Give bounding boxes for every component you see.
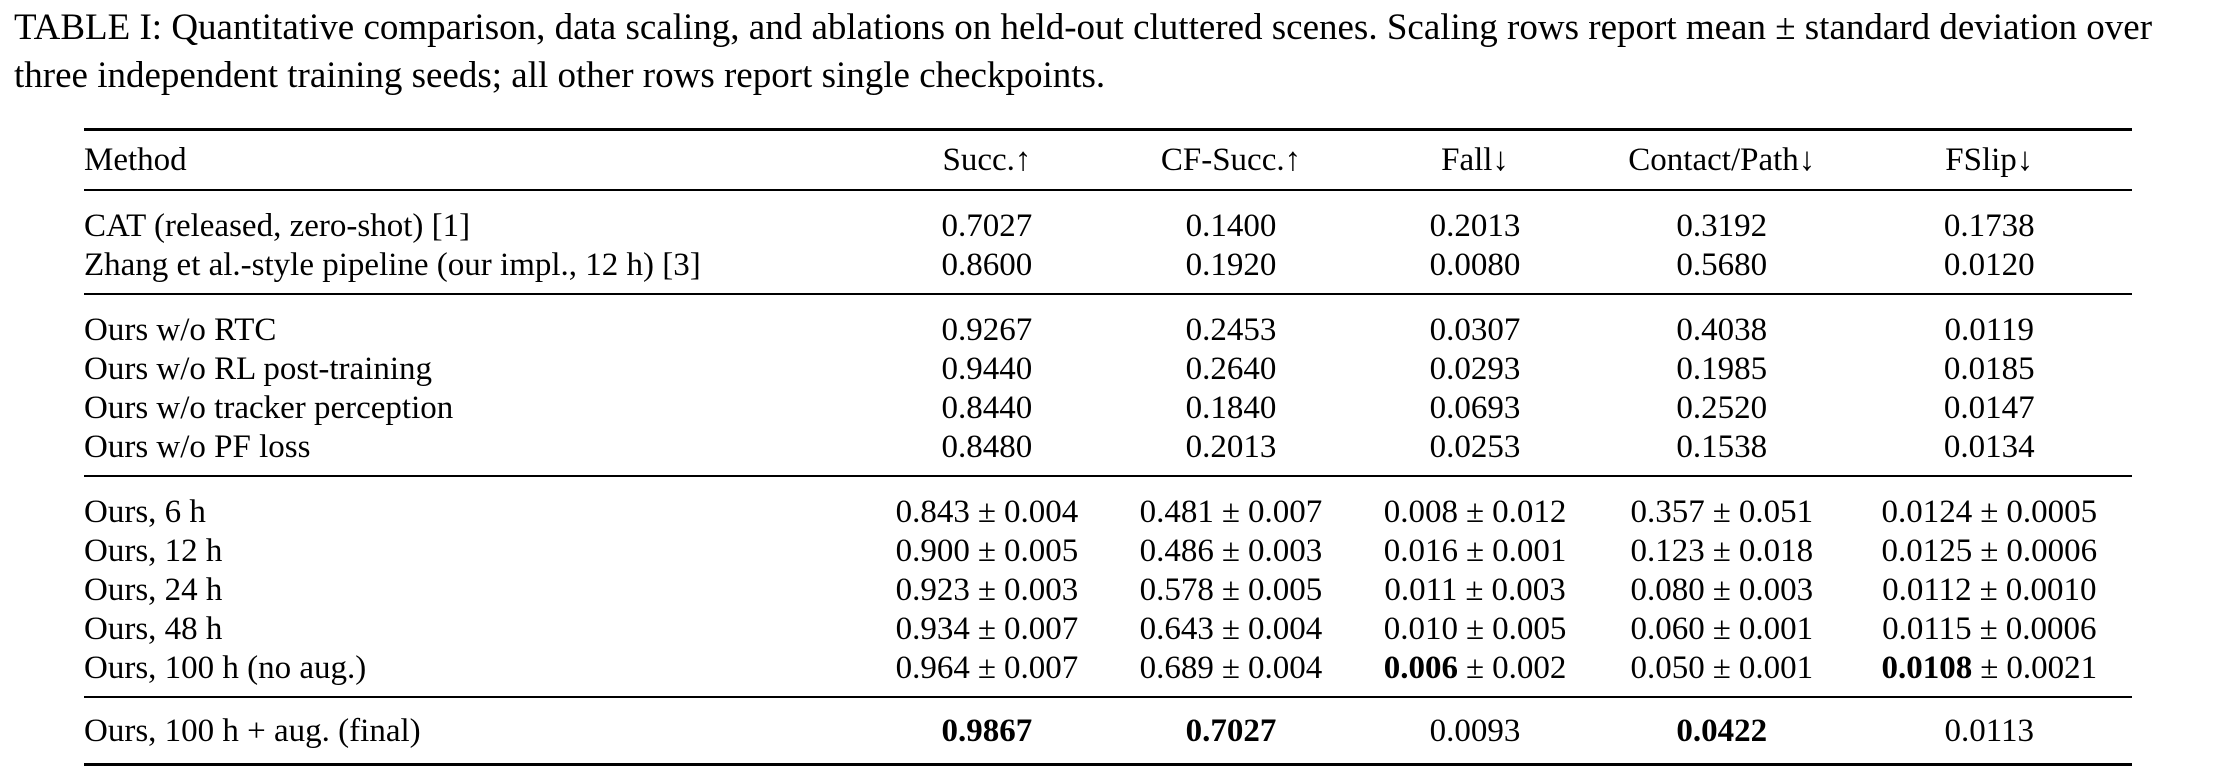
value-cell: 0.0120 — [1943, 247, 2035, 283]
value-cell: 0.900 ±0.005 — [895, 533, 1079, 569]
method-cell: Ours, 6 h — [84, 494, 206, 530]
method-cell: Ours w/o RTC — [84, 312, 277, 348]
value-cell: 0.0147 — [1943, 390, 2035, 426]
value-cell: 0.0693 — [1429, 390, 1521, 426]
table-row: Ours w/o RTC 0.9267 0.2453 0.0307 0.4038 0.01… — [84, 294, 2132, 350]
table-row: Ours w/o PF loss 0.8480 0.2013 0.0253 0.1538… — [84, 428, 2132, 476]
method-cell: Ours, 12 h — [84, 533, 223, 569]
column-header: Method — [84, 141, 187, 178]
value-cell: 0.2453 — [1185, 312, 1277, 348]
table-row: Ours, 12 h 0.900 ±0.005 0.486 ±0.003 0.016 ±0.… — [84, 532, 2132, 571]
value-cell: 0.0080 — [1429, 247, 1521, 283]
value-cell: 0.1538 — [1676, 429, 1768, 465]
value-cell: 0.050 ±0.001 — [1630, 650, 1814, 686]
table-row: Ours, 100 h + aug. (final) 0.9867 0.7027 0.… — [84, 697, 2132, 765]
value-cell: 0.0124 ±0.0005 — [1881, 494, 2098, 530]
value-cell: 0.9867 — [941, 713, 1033, 749]
value-cell: 0.578 ±0.005 — [1139, 572, 1323, 608]
column-header: Succ.↑ — [942, 141, 1032, 178]
value-cell: 0.0253 — [1429, 429, 1521, 465]
value-cell: 0.006 ±0.002 — [1383, 650, 1567, 686]
method-cell: Ours w/o tracker perception — [84, 390, 454, 426]
value-cell: 0.016 ±0.001 — [1383, 533, 1567, 569]
value-cell: 0.643 ±0.004 — [1139, 611, 1323, 647]
method-cell: Ours, 100 h (no aug.) — [84, 650, 367, 686]
value-cell: 0.1985 — [1676, 351, 1768, 387]
value-cell: 0.0422 — [1676, 713, 1768, 749]
value-cell: 0.357 ±0.051 — [1630, 494, 1814, 530]
value-cell: 0.1840 — [1185, 390, 1277, 426]
value-cell: 0.5680 — [1676, 247, 1768, 283]
table-header-row: Method Succ.↑ CF-Succ.↑ Fall↓ Contact/Path↓ F… — [84, 129, 2132, 190]
value-cell: 0.010 ±0.005 — [1383, 611, 1567, 647]
table-row: CAT (released, zero-shot) [1] 0.7027 0.140… — [84, 190, 2132, 246]
table-row: Ours, 6 h 0.843 ±0.004 0.481 ±0.007 0.008 ±0.0… — [84, 476, 2132, 532]
value-cell: 0.7027 — [1185, 713, 1277, 749]
value-cell: 0.008 ±0.012 — [1383, 494, 1567, 530]
value-cell: 0.8440 — [941, 390, 1033, 426]
value-cell: 0.011 ±0.003 — [1384, 572, 1566, 608]
value-cell: 0.8480 — [941, 429, 1033, 465]
method-cell: Ours, 100 h + aug. (final) — [84, 713, 421, 749]
value-cell: 0.9267 — [941, 312, 1033, 348]
column-header: Contact/Path↓ — [1628, 141, 1816, 178]
value-cell: 0.0112 ±0.0010 — [1882, 572, 2097, 608]
value-cell: 0.1400 — [1185, 208, 1277, 244]
value-cell: 0.8600 — [941, 247, 1033, 283]
table-row: Ours, 24 h 0.923 ±0.003 0.578 ±0.005 0.011 ±0.… — [84, 571, 2132, 610]
value-cell: 0.080 ±0.003 — [1630, 572, 1814, 608]
value-cell: 0.3192 — [1676, 208, 1768, 244]
table-row: Ours, 48 h 0.934 ±0.007 0.643 ±0.004 0.010 ±0.… — [84, 610, 2132, 649]
value-cell: 0.0115 ±0.0006 — [1882, 611, 2097, 647]
value-cell: 0.934 ±0.007 — [895, 611, 1079, 647]
method-cell: Ours w/o RL post-training — [84, 351, 432, 387]
table-row: Zhang et al.-style pipeline (our impl., … — [84, 246, 2132, 294]
method-cell: Ours, 24 h — [84, 572, 223, 608]
value-cell: 0.1738 — [1943, 208, 2035, 244]
value-cell: 0.4038 — [1676, 312, 1768, 348]
value-cell: 0.9440 — [941, 351, 1033, 387]
method-cell: Ours, 48 h — [84, 611, 223, 647]
table-caption: TABLE I: Quantitative comparison, data s… — [14, 7, 2153, 96]
column-header: CF-Succ.↑ — [1160, 141, 1302, 178]
value-cell: 0.0125 ±0.0006 — [1881, 533, 2098, 569]
value-cell: 0.0113 — [1944, 713, 2035, 749]
method-cell: Ours w/o PF loss — [84, 429, 311, 465]
value-cell: 0.7027 — [941, 208, 1033, 244]
value-cell: 0.2013 — [1429, 208, 1521, 244]
table-body: CAT (released, zero-shot) [1] 0.7027 0.140… — [84, 190, 2132, 765]
column-header: Fall↓ — [1441, 141, 1509, 178]
value-cell: 0.923 ±0.003 — [895, 572, 1079, 608]
value-cell: 0.0307 — [1429, 312, 1521, 348]
value-cell: 0.486 ±0.003 — [1139, 533, 1323, 569]
value-cell: 0.2013 — [1185, 429, 1277, 465]
value-cell: 0.843 ±0.004 — [895, 494, 1079, 530]
value-cell: 0.0293 — [1429, 351, 1521, 387]
value-cell: 0.2520 — [1676, 390, 1768, 426]
value-cell: 0.0093 — [1429, 713, 1521, 749]
value-cell: 0.1920 — [1185, 247, 1277, 283]
value-cell: 0.0185 — [1943, 351, 2035, 387]
value-cell: 0.123 ±0.018 — [1630, 533, 1814, 569]
table-row: Ours w/o tracker perception 0.8440 0.1840 0… — [84, 389, 2132, 428]
column-header: FSlip↓ — [1945, 141, 2034, 178]
results-table-container: Method Succ.↑ CF-Succ.↑ Fall↓ Contact/Path↓ F… — [84, 128, 2132, 766]
method-cell: Zhang et al.-style pipeline (our impl., … — [84, 247, 701, 283]
value-cell: 0.689 ±0.004 — [1139, 650, 1323, 686]
table-row: Ours w/o RL post-training 0.9440 0.2640 0.0… — [84, 350, 2132, 389]
table-row: Ours, 100 h (no aug.) 0.964 ±0.007 0.689 ±0.… — [84, 649, 2132, 697]
value-cell: 0.060 ±0.001 — [1630, 611, 1814, 647]
value-cell: 0.0108 ±0.0021 — [1881, 650, 2098, 686]
value-cell: 0.481 ±0.007 — [1139, 494, 1323, 530]
value-cell: 0.2640 — [1185, 351, 1277, 387]
value-cell: 0.0119 — [1944, 312, 2035, 348]
results-table: Method Succ.↑ CF-Succ.↑ Fall↓ Contact/Path↓ F… — [84, 128, 2132, 766]
value-cell: 0.0134 — [1943, 429, 2035, 465]
value-cell: 0.964 ±0.007 — [895, 650, 1079, 686]
method-cell: CAT (released, zero-shot) [1] — [84, 208, 471, 244]
